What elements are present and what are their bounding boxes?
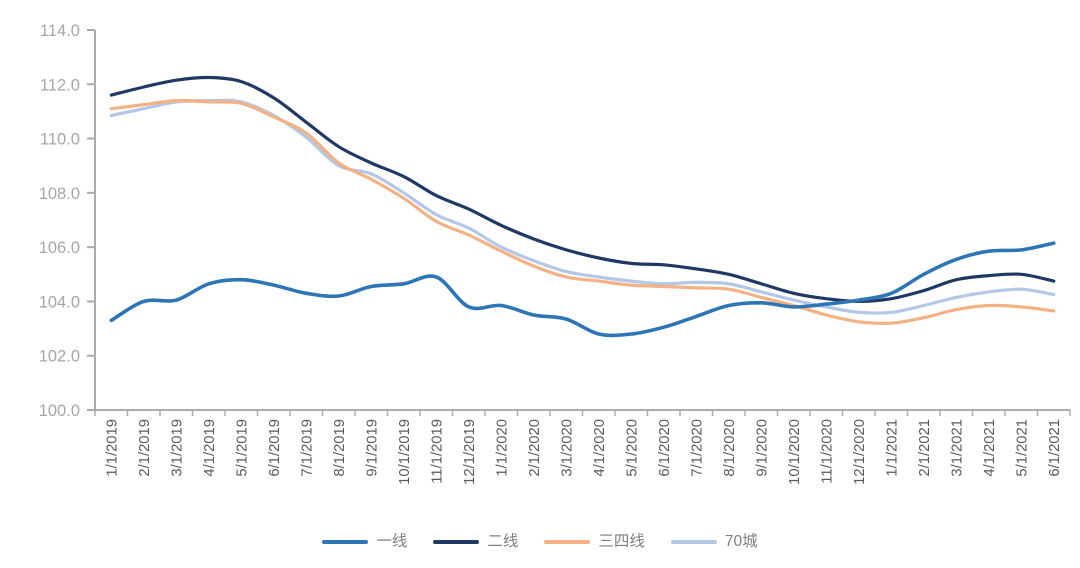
x-tick-label: 3/1/2021 xyxy=(949,419,965,477)
x-tick-label: 9/1/2019 xyxy=(364,419,380,477)
y-tick-label: 114.0 xyxy=(40,22,80,40)
series-line-tier-3-4 xyxy=(109,98,1056,325)
y-tick-label: 108.0 xyxy=(39,185,80,203)
chart-legend: 一线 二线 三四线 70城 xyxy=(0,524,1080,560)
x-tick-label: 11/1/2020 xyxy=(819,419,835,484)
legend-label: 一线 xyxy=(376,533,408,551)
x-tick-label: 5/1/2019 xyxy=(234,419,250,477)
x-tick-label: 1/1/2020 xyxy=(494,419,510,477)
x-tick-label: 2/1/2020 xyxy=(527,419,543,477)
y-tick-label: 102.0 xyxy=(39,348,80,366)
y-tick-label: 106.0 xyxy=(39,239,80,257)
x-tick-label: 4/1/2020 xyxy=(592,419,608,477)
legend-line-swatch-icon xyxy=(544,540,591,544)
series-line-tier-1 xyxy=(109,241,1056,338)
legend-item-70-cities: 70城 xyxy=(670,533,758,551)
x-tick-label: 7/1/2019 xyxy=(299,419,315,477)
x-tick-label: 1/1/2019 xyxy=(104,419,120,477)
legend-line-swatch-icon xyxy=(433,540,480,544)
legend-label: 三四线 xyxy=(598,533,645,551)
x-tick-label: 7/1/2020 xyxy=(689,419,705,477)
y-tick-label: 104.0 xyxy=(39,293,80,311)
series-line-tier-2 xyxy=(109,75,1056,303)
y-tick-label: 110.0 xyxy=(40,131,80,149)
x-tick-label: 4/1/2021 xyxy=(982,419,998,477)
x-tick-label: 10/1/2019 xyxy=(397,419,413,485)
x-tick-label: 2/1/2019 xyxy=(137,419,153,477)
y-tick-label: 112.0 xyxy=(40,76,80,94)
x-tick-label: 3/1/2019 xyxy=(169,419,185,477)
y-tick-label: 100.0 xyxy=(39,402,80,420)
x-tick-label: 6/1/2020 xyxy=(657,419,673,477)
x-tick-label: 10/1/2020 xyxy=(787,419,803,485)
x-tick-label: 3/1/2020 xyxy=(559,419,575,477)
x-tick-label: 12/1/2019 xyxy=(462,419,478,485)
x-tick-label: 4/1/2019 xyxy=(202,419,218,477)
x-tick-label: 1/1/2021 xyxy=(884,419,900,477)
x-tick-label: 8/1/2020 xyxy=(722,419,738,477)
x-tick-label: 11/1/2019 xyxy=(429,419,445,484)
x-tick-label: 9/1/2020 xyxy=(754,419,770,477)
x-tick-label: 6/1/2021 xyxy=(1047,419,1063,477)
legend-line-swatch-icon xyxy=(670,540,717,544)
x-tick-label: 2/1/2021 xyxy=(917,419,933,477)
legend-line-swatch-icon xyxy=(322,540,369,544)
x-tick-label: 5/1/2020 xyxy=(624,419,640,477)
legend-item-tier-3-4: 三四线 xyxy=(544,534,645,550)
x-tick-label: 12/1/2020 xyxy=(852,419,868,485)
x-tick-label: 6/1/2019 xyxy=(267,419,283,477)
legend-label: 70城 xyxy=(724,533,758,551)
line-chart-plot: 100.0 102.0 104.0 106.0 108.0 110.0 112.0 114.0… xyxy=(39,22,1071,485)
x-tick-label: 5/1/2021 xyxy=(1014,419,1030,477)
legend-item-tier-2: 二线 xyxy=(433,534,518,550)
x-tick-label: 8/1/2019 xyxy=(332,419,348,477)
legend-label: 二线 xyxy=(487,533,519,551)
legend-item-tier-1: 一线 xyxy=(322,534,407,550)
